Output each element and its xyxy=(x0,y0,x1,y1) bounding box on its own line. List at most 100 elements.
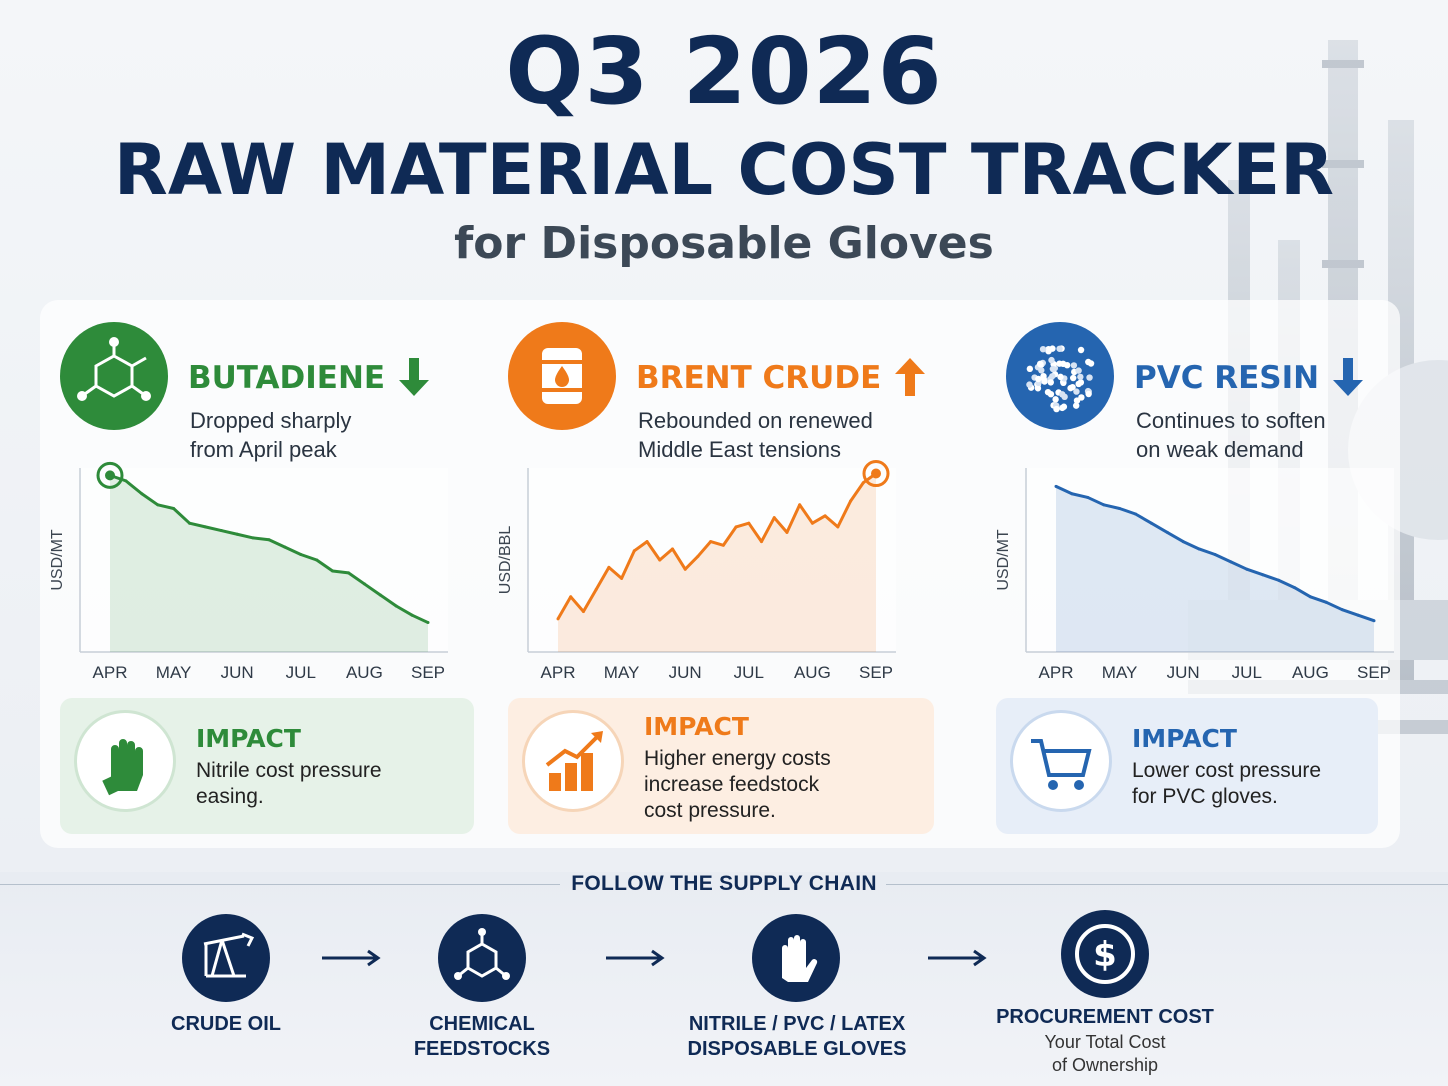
x-tick-label: APR xyxy=(1039,663,1074,682)
pellet xyxy=(1036,360,1044,368)
data-point xyxy=(849,499,853,503)
data-point xyxy=(347,571,350,575)
pellet xyxy=(1060,403,1068,410)
data-point xyxy=(798,503,802,507)
pellet xyxy=(1026,381,1033,388)
data-point xyxy=(1118,506,1122,510)
arrow-right-icon xyxy=(606,949,665,967)
arrow-right-icon xyxy=(322,949,381,967)
data-point xyxy=(394,604,398,608)
data-point xyxy=(1356,613,1360,617)
pellet xyxy=(1026,365,1034,373)
data-point xyxy=(124,479,128,483)
highlight-point xyxy=(105,470,115,481)
data-point xyxy=(620,576,624,580)
x-tick-label: MAY xyxy=(604,663,640,682)
butadiene-title: BUTADIENE xyxy=(188,358,430,405)
x-tick-label: MAY xyxy=(156,663,192,682)
impact-title: IMPACT xyxy=(644,712,749,741)
arrow-down-icon xyxy=(1333,358,1364,405)
pellet xyxy=(1073,388,1080,395)
data-point xyxy=(1102,503,1106,507)
rising-bar-chart-icon xyxy=(522,710,624,812)
data-point xyxy=(1197,547,1201,551)
data-point xyxy=(569,595,573,599)
data-point xyxy=(219,529,223,533)
pellet xyxy=(1086,374,1093,381)
tracker-panels: BUTADIENE Dropped sharply from April peak… xyxy=(40,300,1400,848)
data-point xyxy=(1324,600,1328,604)
pvc-description: Continues to soften on weak demand xyxy=(1136,408,1326,462)
pellet xyxy=(1085,358,1092,366)
x-tick-label: JUN xyxy=(669,663,702,682)
pellet xyxy=(1053,405,1060,413)
pellet xyxy=(1057,373,1064,381)
brent-title: BRENT CRUDE xyxy=(636,358,926,405)
impact-text: Nitrile cost pressure easing. xyxy=(196,759,382,808)
page-subtitle: RAW MATERIAL COST TRACKER xyxy=(113,129,1335,211)
data-point xyxy=(156,503,160,507)
data-point xyxy=(785,530,789,534)
data-point xyxy=(1293,586,1296,590)
x-tick-label: JUL xyxy=(734,663,764,682)
header: Q3 2026 RAW MATERIAL COST TRACKER for Di… xyxy=(0,22,1448,272)
plot-area xyxy=(528,468,896,652)
x-tick-label: AUG xyxy=(794,663,831,682)
x-tick-label: AUG xyxy=(346,663,383,682)
brent-impact: IMPACT Higher energy costs increase feeds… xyxy=(508,698,934,834)
x-tick-label: APR xyxy=(541,663,576,682)
pellet xyxy=(1077,346,1085,354)
pvc-impact: IMPACT Lower cost pressure for PVC gloves… xyxy=(996,698,1378,834)
y-axis-label: USD/MT xyxy=(995,529,1012,591)
data-point xyxy=(772,516,776,520)
data-point xyxy=(267,538,271,542)
impact-title: IMPACT xyxy=(196,724,301,753)
brent-chart: APR MAY JUN JUL AUG SEP USD/BBL xyxy=(497,460,896,682)
chain-step-sublabel: Your Total Cost of Ownership xyxy=(1044,1032,1166,1075)
x-tick-label: SEP xyxy=(859,663,893,682)
butadiene-panel: BUTADIENE Dropped sharply from April peak… xyxy=(40,300,480,848)
data-point xyxy=(331,569,335,573)
data-point xyxy=(683,567,687,571)
pellet xyxy=(1049,365,1057,373)
data-point xyxy=(607,565,611,569)
data-point xyxy=(410,613,414,617)
data-point xyxy=(251,536,255,540)
glove-icon xyxy=(752,914,840,1002)
pvc-chart: APR MAY JUN JUL AUG SEP USD/MT xyxy=(995,468,1394,682)
data-point xyxy=(203,525,207,529)
x-tick-label: JUN xyxy=(1167,663,1200,682)
pellet xyxy=(1052,396,1059,403)
pellet xyxy=(1035,375,1042,383)
butadiene-chart: APR MAY JUN JUL AUG SEP USD/MT xyxy=(49,461,448,682)
pellet xyxy=(1047,379,1054,386)
data-point xyxy=(747,521,751,525)
pellet xyxy=(1040,375,1047,383)
x-tick-label: AUG xyxy=(1292,663,1329,682)
pellet xyxy=(1039,345,1047,353)
brent-description: Rebounded on renewed Middle East tensions xyxy=(638,408,873,462)
data-point xyxy=(283,545,287,549)
chain-step-label: NITRILE / PVC / LATEX DISPOSABLE GLOVES xyxy=(687,1013,907,1060)
pellet xyxy=(1049,345,1056,352)
x-tick-label: MAY xyxy=(1102,663,1138,682)
data-point xyxy=(140,492,144,496)
pvc-title: PVC RESIN xyxy=(1134,358,1364,405)
pellet xyxy=(1059,391,1066,398)
x-tick-label: APR xyxy=(93,663,128,682)
data-point xyxy=(1165,530,1169,534)
pvc-panel: PVC RESIN Continues to soften on weak dem… xyxy=(986,300,1426,848)
pellet xyxy=(1077,373,1084,381)
highlight-point xyxy=(871,468,881,479)
x-tick-label: SEP xyxy=(411,663,445,682)
molecule-icon xyxy=(60,322,168,430)
data-point xyxy=(861,481,865,485)
y-axis-label: USD/MT xyxy=(49,529,66,591)
molecule-icon xyxy=(438,914,526,1002)
data-point xyxy=(556,617,560,621)
resin-pellets-icon xyxy=(1006,322,1114,430)
chain-step-label: CHEMICAL FEEDSTOCKS xyxy=(413,1013,551,1060)
pellet xyxy=(1067,384,1074,392)
data-point xyxy=(594,587,598,591)
oil-pump-icon xyxy=(182,914,270,1002)
